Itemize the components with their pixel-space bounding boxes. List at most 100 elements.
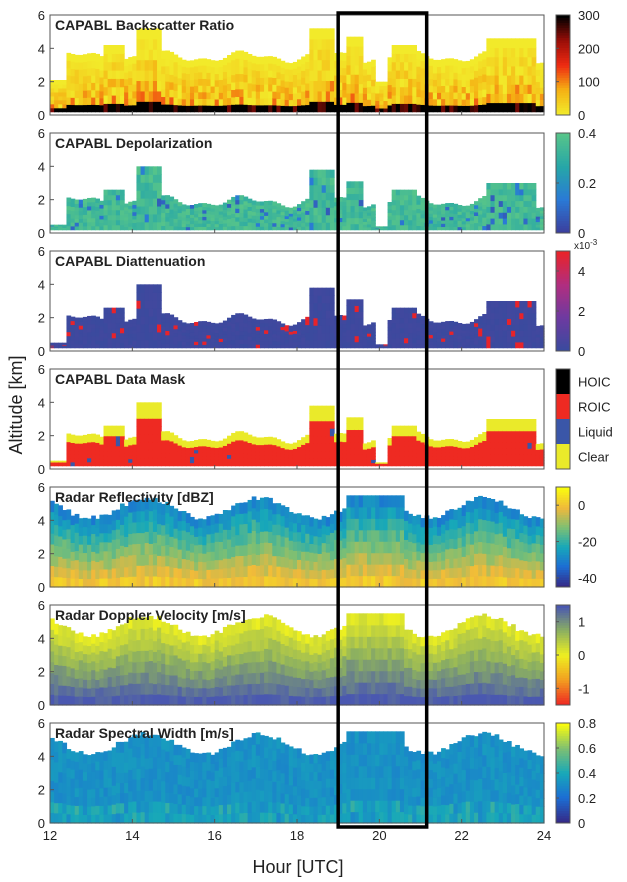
panel-title: CAPABL Diattenuation — [55, 253, 205, 269]
y-tick-label: 4 — [38, 277, 45, 292]
colorbar: HOIC ROIC Liquid Clear — [555, 368, 613, 470]
x-tick-label: 12 — [43, 828, 57, 843]
x-tick-label: 20 — [372, 828, 386, 843]
colorbar: 0 0.2 0.4 0.6 0.8 — [555, 716, 596, 831]
panels-group: CAPABL Backscatter Ratio02460100200300CA… — [38, 8, 613, 831]
x-axis-label: Hour [UTC] — [252, 857, 343, 877]
colorbar-tick-label: 1 — [578, 615, 585, 630]
y-tick-label: 2 — [38, 547, 45, 562]
y-tick-label: 6 — [38, 8, 45, 23]
y-tick-label: 2 — [38, 311, 45, 326]
colorbar-multiplier: x10-3 — [574, 238, 598, 252]
colorbar-frame — [555, 486, 571, 588]
category-label: Clear — [578, 450, 610, 465]
colorbar-tick-label: -40 — [578, 571, 597, 586]
y-tick-label: 2 — [38, 665, 45, 680]
colorbar-exponent: -3 — [590, 238, 598, 247]
panel-title: CAPABL Depolarization — [55, 135, 212, 151]
y-tick-label: 0 — [38, 580, 45, 595]
colorbar-tick-label: 100 — [578, 75, 600, 90]
colorbar-tick-label: 0.6 — [578, 741, 596, 756]
colorbar-swatch — [556, 369, 570, 394]
colorbar-swatch — [556, 444, 570, 469]
heatmap-cells — [50, 495, 545, 588]
y-axis-label: Altitude [km] — [6, 355, 26, 454]
colorbar: -1 0 1 — [555, 604, 590, 706]
panel-title: Radar Spectral Width [m/s] — [55, 725, 234, 741]
x-tick-labels: 12 14 16 18 20 22 24 — [43, 828, 551, 843]
colorbar-tick-label: 0.4 — [578, 126, 596, 141]
heatmap-cells — [50, 284, 545, 349]
panel-3: CAPABL Diattenuation 0 2 4 6 0 2 4 x10-3 — [38, 238, 598, 359]
x-tick-label: 18 — [290, 828, 304, 843]
heatmap-cells — [50, 402, 545, 467]
panel-1: CAPABL Backscatter Ratio 0 2 4 6 0 100 200 300 — [38, 8, 600, 123]
category-label: HOIC — [578, 375, 611, 390]
y-tick-label: 2 — [38, 783, 45, 798]
category-label: ROIC — [578, 400, 611, 415]
colorbar-tick-label: 0.4 — [578, 766, 596, 781]
y-tick-label: 4 — [38, 513, 45, 528]
colorbar: 0 100 200 300 — [555, 8, 600, 123]
panel-title: CAPABL Data Mask — [55, 371, 185, 387]
colorbar-frame — [555, 14, 571, 116]
x-tick-label: 14 — [125, 828, 139, 843]
panel-4: CAPABL Data Mask 0 2 4 6 HOIC ROIC Liquid Clear — [38, 362, 613, 477]
y-tick-label: 4 — [38, 159, 45, 174]
y-tick-label: 2 — [38, 193, 45, 208]
x-tick-label: 22 — [454, 828, 468, 843]
y-tick-label: 0 — [38, 344, 45, 359]
y-tick-label: 4 — [38, 749, 45, 764]
colorbar-tick-label: -1 — [578, 681, 590, 696]
colorbar-tick-label: 2 — [578, 304, 585, 319]
heatmap-cells — [50, 28, 545, 113]
heatmap-cells — [50, 166, 545, 231]
y-tick-label: 6 — [38, 244, 45, 259]
y-tick-label: 6 — [38, 716, 45, 731]
colorbar-tick-label: 0.8 — [578, 716, 596, 731]
y-tick-label: 6 — [38, 480, 45, 495]
panel-title: Radar Doppler Velocity [m/s] — [55, 607, 246, 623]
y-tick-label: 0 — [38, 816, 45, 831]
colorbar-frame — [555, 250, 571, 352]
y-tick-label: 2 — [38, 429, 45, 444]
colorbar-tick-label: -20 — [578, 535, 597, 550]
colorbar-tick-label: 0 — [578, 108, 585, 123]
colorbar-swatch — [556, 419, 570, 444]
heatmap-cells — [50, 613, 545, 706]
colorbar-swatch — [556, 394, 570, 419]
colorbar-tick-label: 200 — [578, 41, 600, 56]
panel-6: Radar Doppler Velocity [m/s] 0 2 4 6 -1 0 1 — [38, 598, 590, 713]
y-tick-label: 0 — [38, 108, 45, 123]
panel-5: Radar Reflectivity [dBZ] 0 2 4 6 -40 -20 0 — [38, 480, 597, 595]
y-tick-label: 6 — [38, 598, 45, 613]
y-tick-label: 2 — [38, 75, 45, 90]
y-tick-label: 0 — [38, 462, 45, 477]
y-tick-label: 0 — [38, 226, 45, 241]
colorbar: 0 0.2 0.4 — [555, 126, 596, 241]
panel-7: Radar Spectral Width [m/s] 0 2 4 6 0 0.2 0.4 0.6… — [38, 716, 596, 831]
colorbar-tick-label: 0 — [578, 648, 585, 663]
category-label: Liquid — [578, 425, 613, 440]
heatmap-cells — [50, 731, 545, 824]
colorbar: 0 2 4 x10-3 — [555, 238, 598, 359]
y-tick-label: 4 — [38, 631, 45, 646]
x-tick-label: 16 — [207, 828, 221, 843]
colorbar-tick-label: 300 — [578, 8, 600, 23]
colorbar-tick-label: 0 — [578, 498, 585, 513]
colorbar-tick-label: 0.2 — [578, 791, 596, 806]
y-tick-label: 6 — [38, 126, 45, 141]
y-tick-label: 4 — [38, 395, 45, 410]
panel-title: CAPABL Backscatter Ratio — [55, 17, 234, 33]
panel-2: CAPABL Depolarization 0 2 4 6 0 0.2 0.4 — [38, 126, 596, 241]
y-tick-label: 0 — [38, 698, 45, 713]
y-tick-label: 6 — [38, 362, 45, 377]
x-tick-label: 24 — [537, 828, 551, 843]
highlight-box — [336, 11, 429, 829]
panel-title: Radar Reflectivity [dBZ] — [55, 489, 214, 505]
colorbar-tick-label: 4 — [578, 264, 585, 279]
colorbar-tick-label: 0 — [578, 344, 585, 359]
colorbar-tick-label: 0.2 — [578, 176, 596, 191]
y-tick-label: 4 — [38, 41, 45, 56]
